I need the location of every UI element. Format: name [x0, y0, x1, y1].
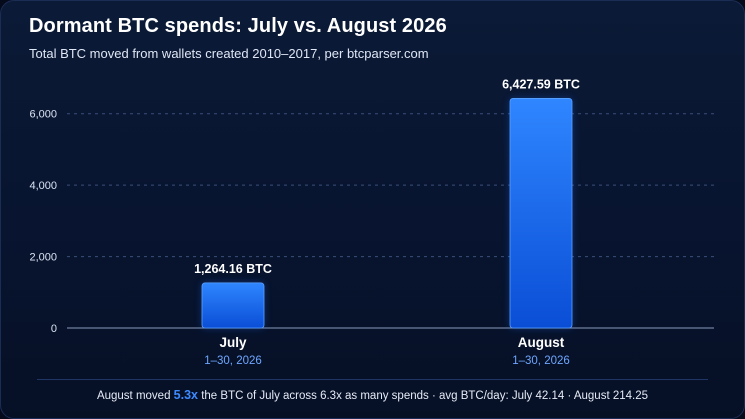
x-category-label: July [219, 335, 247, 350]
chart-title: Dormant BTC spends: July vs. August 2026 [29, 15, 447, 37]
gridlines [67, 113, 714, 329]
y-tick-label: 2,000 [29, 252, 57, 264]
y-tick-label: 4,000 [29, 180, 57, 192]
data-labels: 1,264.16 BTC 6,427.59 BTC [194, 77, 580, 275]
x-category-sublabel: 1–30, 2026 [512, 355, 570, 367]
bar-july [201, 282, 265, 329]
footer-text-after: the BTC of July across 6.3x as many spen… [198, 390, 649, 402]
x-category-label: August [518, 335, 565, 350]
y-tick-label: 0 [51, 323, 57, 335]
footer-highlight-ratio: 5.3x [173, 388, 199, 402]
y-axis-ticks: 0 2,000 4,000 6,000 [29, 109, 57, 335]
bar-august [509, 98, 573, 329]
bars [201, 98, 573, 329]
y-tick-label: 6,000 [29, 109, 57, 121]
bar-value-label: 1,264.16 BTC [194, 262, 272, 276]
bar-value-label: 6,427.59 BTC [502, 77, 580, 91]
footer-text-before: August moved [96, 390, 174, 402]
chart-subtitle: Total BTC moved from wallets created 201… [29, 46, 429, 61]
x-axis-categories: July 1–30, 2026 August 1–30, 2026 [204, 335, 570, 367]
x-category-sublabel: 1–30, 2026 [204, 355, 262, 367]
summary-footer: August moved 5.3x the BTC of July across… [37, 379, 708, 410]
